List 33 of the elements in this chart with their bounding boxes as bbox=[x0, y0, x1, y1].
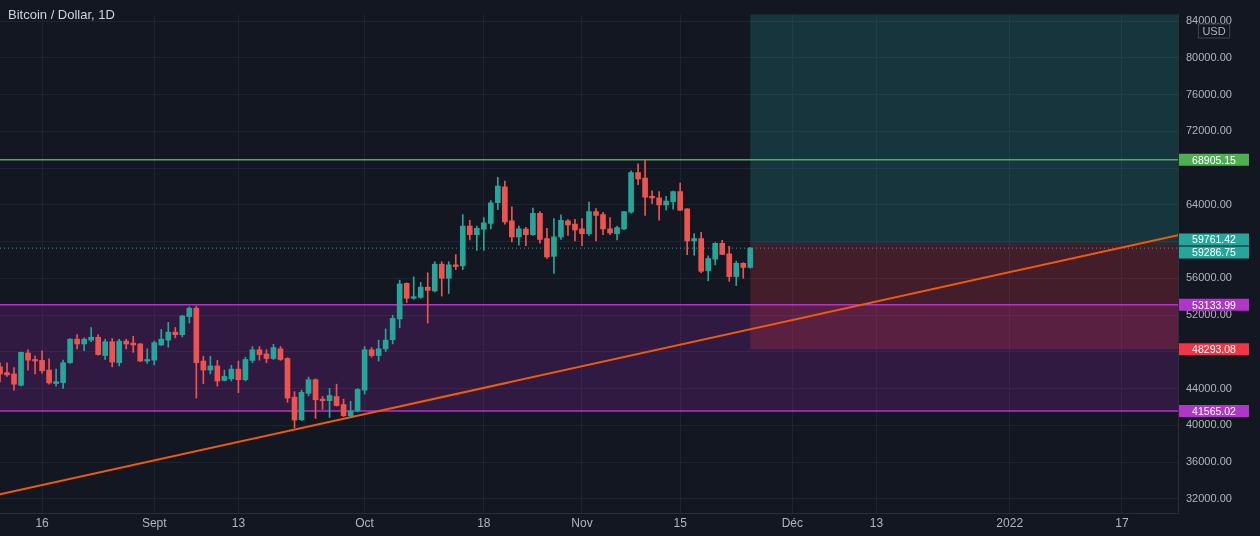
candlestick bbox=[424, 272, 431, 324]
x-tick-label: 13 bbox=[869, 516, 884, 531]
candlestick bbox=[656, 191, 662, 221]
y-tick-label: 76000.00 bbox=[1186, 87, 1232, 100]
ref-line-label: 59286.75 bbox=[1192, 246, 1237, 259]
ref-line-label: 41565.02 bbox=[1192, 404, 1237, 417]
ref-line-label: 53133.99 bbox=[1192, 298, 1237, 311]
x-tick-label: 17 bbox=[1115, 516, 1129, 531]
band-label: 48293.08 bbox=[1192, 343, 1237, 356]
x-tick-label: 16 bbox=[35, 516, 50, 531]
y-tick-label: 64000.00 bbox=[1186, 197, 1232, 210]
candlestick bbox=[452, 254, 459, 270]
chart-title: Bitcoin / Dollar, 1D bbox=[8, 6, 115, 22]
y-tick-label: 32000.00 bbox=[1186, 491, 1232, 504]
x-tick-label: Nov bbox=[571, 516, 593, 531]
x-tick-label: Sept bbox=[141, 516, 168, 531]
y-tick-label: 52000.00 bbox=[1186, 308, 1232, 321]
x-tick-label: 13 bbox=[231, 516, 246, 531]
y-tick-label: 84000.00 bbox=[1186, 14, 1232, 27]
y-tick-label: 36000.00 bbox=[1186, 455, 1232, 468]
y-tick-label: 40000.00 bbox=[1186, 418, 1232, 431]
y-tick-label: 44000.00 bbox=[1186, 381, 1232, 394]
band-label: 59761.42 bbox=[1192, 233, 1237, 246]
y-tick-label: 80000.00 bbox=[1186, 50, 1232, 63]
y-tick-label: 56000.00 bbox=[1186, 271, 1232, 284]
x-tick-label: Oct bbox=[355, 516, 375, 531]
x-tick-label: 15 bbox=[673, 516, 688, 531]
x-tick-label: Déc bbox=[781, 516, 804, 531]
x-tick-label: 2022 bbox=[996, 516, 1024, 531]
x-tick-label: 18 bbox=[477, 516, 491, 531]
y-tick-label: 72000.00 bbox=[1186, 124, 1232, 137]
ref-line-label: 68905.15 bbox=[1192, 153, 1237, 166]
y-axis-title: USD bbox=[1202, 24, 1226, 37]
